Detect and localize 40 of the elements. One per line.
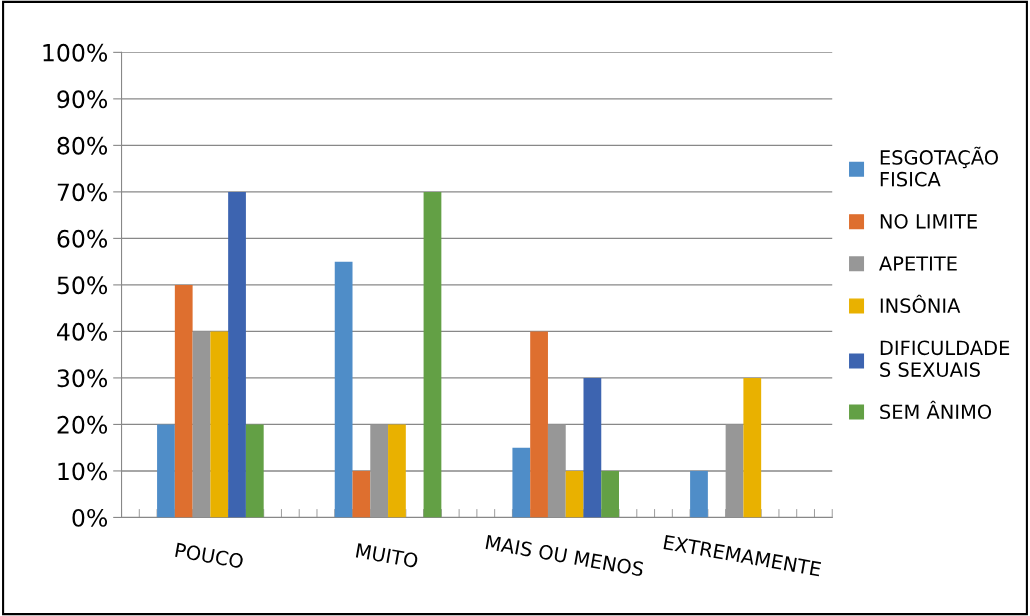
bar [601, 470, 620, 518]
bar [423, 191, 442, 518]
bar [174, 284, 193, 518]
y-tick-label: 20% [57, 415, 108, 434]
legend-label: INSÔNIA [880, 294, 961, 314]
legend-label: APETITE [879, 256, 957, 271]
bar [388, 424, 406, 518]
bar [370, 424, 389, 518]
y-tick-label: 80% [57, 136, 108, 155]
bar [547, 424, 566, 518]
x-tick-label: MUITO [355, 543, 419, 569]
y-tick-label: 60% [57, 229, 108, 248]
y-tick-label: 100% [43, 43, 108, 62]
bar [743, 377, 762, 518]
bar [157, 424, 175, 518]
bar [245, 424, 264, 518]
x-tick-label: MAIS OU MENOS [485, 534, 645, 577]
legend-label: NO LIMITE [880, 214, 977, 229]
bar [583, 377, 602, 518]
bar [228, 191, 246, 518]
legend-label: ESGOTAÇÃO FISICA [880, 146, 998, 187]
y-tick-label: 70% [57, 183, 108, 202]
y-tick-label: 0% [72, 508, 108, 527]
legend-label: SEM ÂNIMO [880, 400, 992, 420]
y-tick-label: 40% [57, 322, 108, 341]
legend-label: DIFICULDADES SEXUAIS [880, 340, 1010, 377]
bar [192, 331, 211, 518]
bar [512, 447, 531, 518]
bar [334, 261, 353, 518]
bar [210, 331, 229, 518]
bar [352, 470, 371, 518]
y-tick-label: 30% [57, 369, 108, 388]
bar [690, 470, 708, 518]
y-tick-label: 10% [58, 462, 108, 481]
bar [530, 331, 548, 518]
bar [565, 470, 584, 518]
bar [725, 424, 744, 518]
x-tick-label: POUCO [175, 542, 244, 569]
y-tick-label: 50% [57, 276, 108, 295]
y-tick-label: 90% [57, 90, 108, 109]
